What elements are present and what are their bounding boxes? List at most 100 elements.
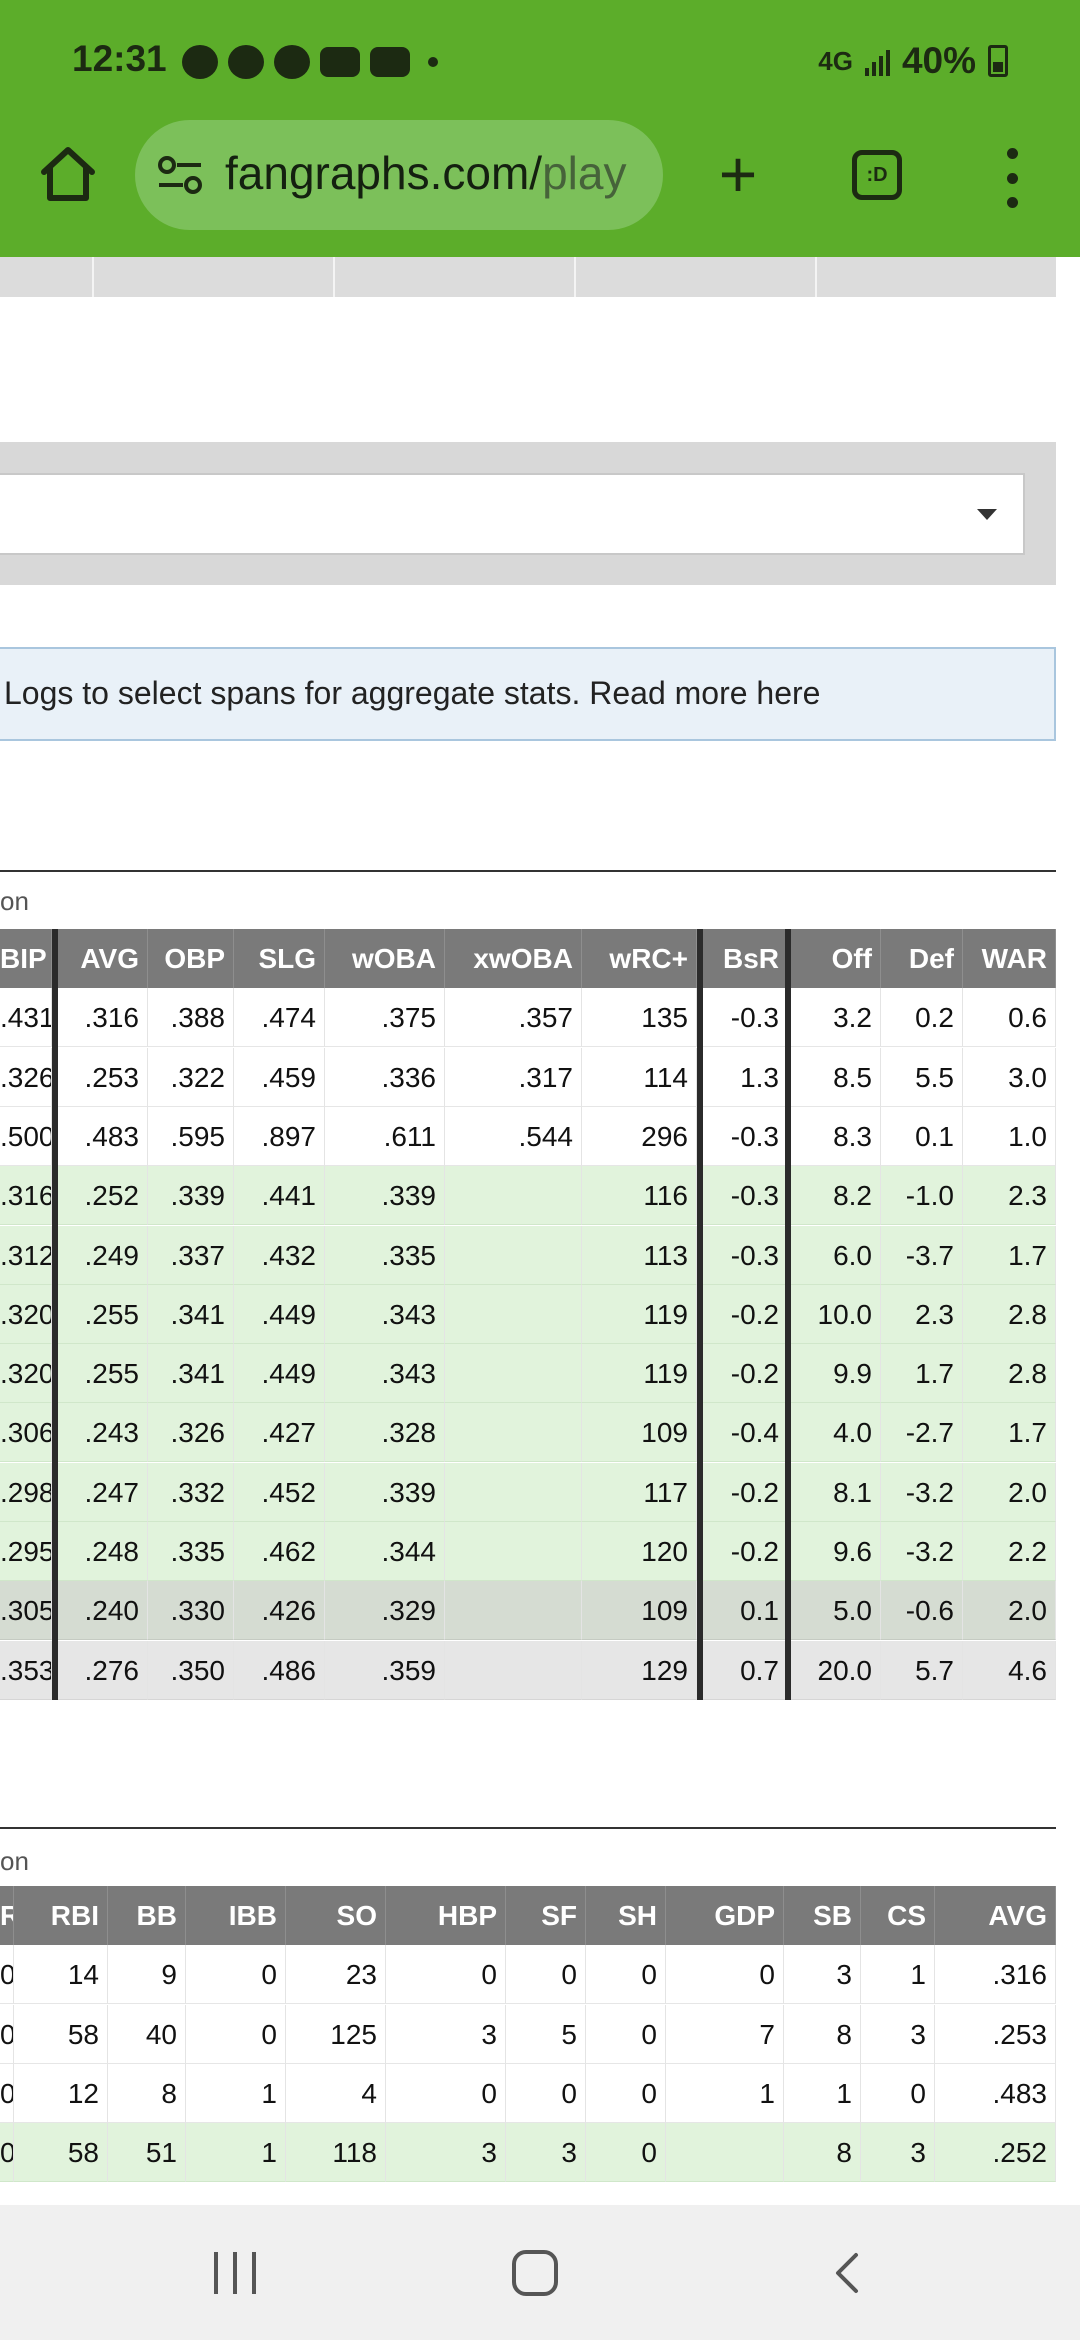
column-header[interactable]: BIP [0, 929, 52, 988]
table-cell: .339 [325, 1462, 445, 1522]
table-cell: .449 [234, 1284, 325, 1344]
more-menu-icon[interactable] [1000, 148, 1024, 208]
table-cell: 0 [666, 1945, 784, 2005]
site-settings-icon[interactable] [157, 154, 203, 196]
table-cell: 0.1 [700, 1581, 788, 1641]
table-cell [445, 1462, 582, 1522]
table-cell: 109 [582, 1403, 697, 1463]
table-cell: 20.0 [791, 1640, 881, 1700]
column-header[interactable]: SB [784, 1886, 861, 1945]
column-header[interactable]: wRC+ [582, 929, 697, 988]
table-cell: .431 [0, 988, 52, 1048]
table-cell: 9.6 [791, 1522, 881, 1581]
table-cell: 2.3 [963, 1166, 1056, 1226]
table-cell: .426 [234, 1581, 325, 1641]
table-cell: 8.2 [791, 1166, 881, 1226]
table-row: .320.255.341.449.343 119 -0.2 10.0 2.3 2.8 [0, 1284, 1056, 1344]
table-cell: .544 [445, 1106, 582, 1166]
column-header[interactable]: CS [861, 1886, 935, 1945]
table-cell: 1.0 [963, 1106, 1056, 1166]
column-header[interactable]: AVG [935, 1886, 1056, 1945]
table-cell: .332 [148, 1462, 234, 1522]
recents-icon[interactable] [214, 2252, 256, 2294]
table-row: .326.253.322.459.336.317 114 1.3 8.5 5.5 3.0 [0, 1047, 1056, 1107]
table-cell: 40 [108, 2004, 186, 2064]
table-cell: -3.7 [881, 1225, 963, 1285]
system-nav-bar [0, 2205, 1080, 2340]
column-header[interactable]: GDP [666, 1886, 784, 1945]
table-cell: .459 [234, 1047, 325, 1107]
column-header[interactable]: BB [108, 1886, 186, 1945]
column-header[interactable]: wOBA [325, 929, 445, 988]
column-header[interactable]: SH [586, 1886, 666, 1945]
table-cell [445, 1166, 582, 1226]
facebook-icon [228, 45, 264, 79]
table-cell: 5.5 [881, 1047, 963, 1107]
column-header[interactable]: HBP [386, 1886, 506, 1945]
dot-icon [428, 57, 438, 67]
table-cell: .247 [58, 1462, 148, 1522]
table-cell: .316 [58, 988, 148, 1048]
column-header[interactable]: RBI [14, 1886, 108, 1945]
table-cell: -3.2 [881, 1462, 963, 1522]
table-cell: 5.0 [791, 1581, 881, 1641]
season-select[interactable] [0, 473, 1025, 555]
column-header[interactable]: xwOBA [445, 929, 582, 988]
column-header[interactable]: SF [506, 1886, 586, 1945]
battery-icon [988, 45, 1008, 77]
table-cell: 0 [586, 1945, 666, 2005]
table-cell: 0 [586, 2004, 666, 2064]
facebook-icon [274, 45, 310, 79]
url-text[interactable]: fangraphs.com/play [225, 146, 626, 200]
column-header[interactable]: OBP [148, 929, 234, 988]
table-cell: .897 [234, 1106, 325, 1166]
table-cell: 1 [186, 2063, 286, 2123]
column-header[interactable]: IBB [186, 1886, 286, 1945]
new-tab-icon[interactable]: + [718, 137, 758, 211]
notice-text[interactable]: Logs to select spans for aggregate stats… [4, 675, 821, 711]
url-main: fangraphs.com/ [225, 147, 543, 199]
home-icon[interactable] [36, 142, 100, 206]
table-cell: 113 [582, 1225, 697, 1285]
table-cell: 51 [108, 2123, 186, 2183]
column-divider [785, 929, 791, 1700]
column-header[interactable]: R [0, 1886, 14, 1945]
table-cell: .452 [234, 1462, 325, 1522]
table-cell: .316 [935, 1945, 1056, 2005]
table-cell: 0 [0, 2123, 14, 2183]
table-cell: .252 [58, 1166, 148, 1226]
column-header[interactable]: WAR [963, 929, 1056, 988]
column-header[interactable]: AVG [58, 929, 148, 988]
table-cell: 118 [286, 2123, 386, 2183]
signal-icon [864, 46, 890, 76]
table-cell: 119 [582, 1344, 697, 1404]
youtube-icon [320, 47, 360, 77]
table-cell: 8.3 [791, 1106, 881, 1166]
table-cell: 109 [582, 1581, 697, 1641]
table-cell: -2.7 [881, 1403, 963, 1463]
table-cell: 2.8 [963, 1284, 1056, 1344]
table-cell: -1.0 [881, 1166, 963, 1226]
status-bar: 12:31 4G 40% [0, 0, 1080, 120]
tab-switcher-button[interactable]: :D [852, 150, 902, 200]
column-header[interactable]: Off [791, 929, 881, 988]
column-header[interactable]: SO [286, 1886, 386, 1945]
table-cell: 296 [582, 1106, 697, 1166]
table-cell: 1 [186, 2123, 286, 2183]
table-cell: 114 [582, 1047, 697, 1107]
home-nav-icon[interactable] [512, 2250, 558, 2296]
table-cell: .611 [325, 1106, 445, 1166]
table-row: .320.255.341.449.343 119 -0.2 9.9 1.7 2.8 [0, 1344, 1056, 1404]
table-cell: 117 [582, 1462, 697, 1522]
column-header[interactable]: Def [881, 929, 963, 988]
table-cell: -0.2 [700, 1522, 788, 1581]
table-cell: 2.8 [963, 1344, 1056, 1404]
back-icon[interactable] [826, 2251, 870, 2295]
address-bar[interactable]: fangraphs.com/play [135, 120, 663, 230]
column-header[interactable]: BsR [700, 929, 788, 988]
table-cell [666, 2123, 784, 2183]
youtube-icon [370, 47, 410, 77]
table-cell: 119 [582, 1284, 697, 1344]
table-cell: 3 [861, 2004, 935, 2064]
column-header[interactable]: SLG [234, 929, 325, 988]
